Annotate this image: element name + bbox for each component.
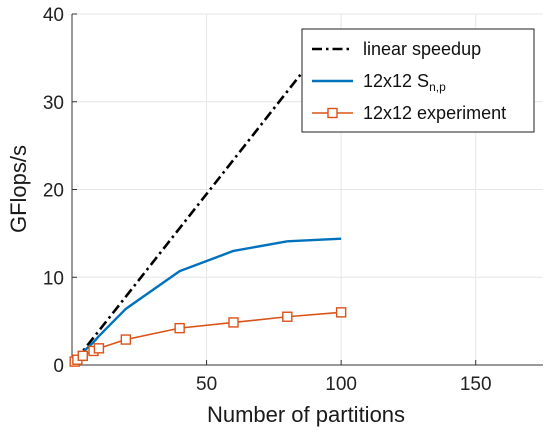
- data-point: [120, 334, 132, 345]
- legend-entry-label: 12x12 Sn,p: [363, 71, 446, 94]
- x-tick-label: 100: [325, 374, 357, 395]
- legend-swatch-marker: [327, 107, 338, 119]
- y-axis-label: GFlops/s: [6, 145, 31, 233]
- legend-entry-label: 12x12 experiment: [363, 103, 506, 123]
- series-group: [69, 63, 347, 367]
- y-tick-label: 40: [43, 5, 64, 26]
- series-line: [73, 63, 310, 363]
- y-tick-label: 0: [53, 356, 64, 377]
- data-point: [282, 311, 293, 322]
- x-tick-label: 50: [196, 374, 217, 395]
- x-tick-label: 150: [460, 374, 492, 395]
- y-tick-label: 30: [43, 93, 64, 114]
- axes: 50 100 150 0 10 20 30 40: [43, 5, 543, 395]
- data-point: [228, 317, 239, 328]
- legend: linear speedup 12x12 Sn,p 12x12 experiment: [301, 28, 535, 133]
- y-tick-label: 20: [43, 181, 64, 202]
- data-point: [335, 307, 347, 318]
- y-tick-label: 10: [43, 268, 64, 289]
- legend-entry-subscript: n,p: [429, 80, 446, 94]
- legend-entry-label: linear speedup: [363, 39, 481, 59]
- x-axis-label: Number of partitions: [207, 402, 405, 427]
- data-point: [77, 350, 88, 361]
- data-point: [93, 343, 105, 354]
- data-point: [174, 322, 185, 334]
